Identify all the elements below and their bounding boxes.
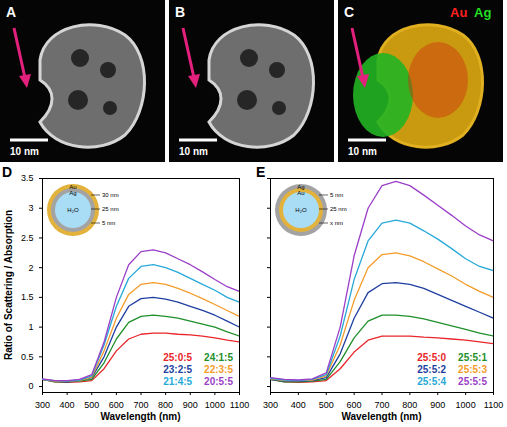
svg-text:600: 600 [109,400,124,410]
svg-text:B: B [175,4,185,20]
svg-text:5 nm: 5 nm [102,220,115,226]
svg-text:700: 700 [133,400,148,410]
svg-text:30 nm: 30 nm [102,192,119,198]
svg-text:Au: Au [69,184,77,190]
html-text:E: E [256,164,266,180]
svg-text:3: 3 [28,203,33,213]
svg-text:0.5: 0.5 [21,352,34,362]
svg-text:Ag: Ag [69,190,76,196]
svg-text:300: 300 [35,400,50,410]
svg-text:400: 400 [291,400,306,410]
html-text:25:5:1: 25:5:1 [458,352,487,363]
html-text:25:5:0: 25:5:0 [417,352,447,363]
svg-text:5 nm: 5 nm [330,192,343,198]
html-text:20:5:5: 20:5:5 [204,376,233,387]
svg-text:1: 1 [28,322,33,332]
svg-text:25 nm: 25 nm [330,206,347,212]
svg-text:400: 400 [60,400,75,410]
svg-text:H₂O: H₂O [67,207,79,213]
svg-text:A: A [6,4,16,20]
svg-text:Au: Au [450,5,467,20]
svg-text:600: 600 [347,400,362,410]
svg-text:25 nm: 25 nm [102,206,119,212]
html-text:Wavelength (nm): Wavelength (nm) [341,411,422,422]
svg-text:1100: 1100 [230,400,249,410]
html-text:D: D [2,164,13,180]
html-text:25:5:3: 25:5:3 [458,364,487,375]
svg-text:800: 800 [402,400,417,410]
svg-text:1000: 1000 [205,400,225,410]
svg-text:1.5: 1.5 [21,292,34,302]
svg-text:900: 900 [430,400,445,410]
svg-text:10 nm: 10 nm [179,146,208,157]
html-text:23:2:5: 23:2:5 [163,364,193,375]
svg-text:H₂O: H₂O [295,207,307,213]
svg-text:3.5: 3.5 [21,173,34,183]
svg-text:2.5: 2.5 [21,233,34,243]
svg-text:1000: 1000 [456,400,476,410]
html-text:25:5:5: 25:5:5 [458,376,487,387]
svg-text:0: 0 [28,381,33,391]
html-text:Wavelength (nm): Wavelength (nm) [100,411,181,422]
svg-text:10 nm: 10 nm [348,146,377,157]
html-text:Ratio of Scattering / Absorpti: Ratio of Scattering / Absorption [2,209,14,361]
svg-text:Ag: Ag [297,184,305,190]
svg-text:800: 800 [158,400,173,410]
html-text:25:5:4: 25:5:4 [417,376,447,387]
svg-text:900: 900 [183,400,198,410]
svg-text:700: 700 [374,400,389,410]
svg-text:500: 500 [319,400,334,410]
svg-text:300: 300 [263,400,278,410]
svg-text:10 nm: 10 nm [10,146,39,157]
html-text:24:1:5: 24:1:5 [204,352,233,363]
svg-text:1100: 1100 [484,400,503,410]
svg-text:x nm: x nm [330,220,343,226]
html-text:21:4:5: 21:4:5 [163,376,193,387]
svg-text:Au: Au [297,190,304,196]
html-text:25:5:2: 25:5:2 [417,364,447,375]
svg-text:C: C [344,4,354,20]
svg-text:Ag: Ag [474,5,491,20]
svg-text:2: 2 [28,263,33,273]
html-text:25:0:5: 25:0:5 [163,352,193,363]
svg-text:500: 500 [84,400,99,410]
html-text:22:3:5: 22:3:5 [204,364,233,375]
